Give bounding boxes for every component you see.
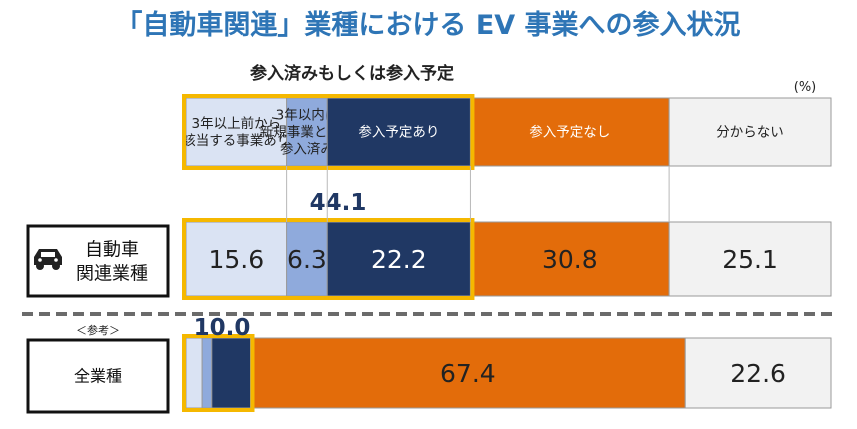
total-label-row-1: 44.1	[310, 190, 367, 216]
value-label-2-s5: 22.6	[730, 359, 786, 388]
bar-segment-1-s4	[469, 221, 670, 297]
decorations	[22, 166, 836, 316]
bar-segment-1-s5	[668, 221, 832, 297]
bar-segment-1-s2	[286, 221, 328, 297]
highlight-frame-row-1	[182, 218, 475, 300]
value-label-2-s4: 67.4	[440, 359, 496, 388]
bar-segment-2-s5	[684, 337, 832, 409]
bar-segment-2-s1	[185, 337, 203, 409]
legend-swatch-s3	[326, 97, 471, 167]
unit-label: (%)	[794, 80, 817, 95]
total-label-row-2: 10.0	[194, 315, 251, 341]
bar-segment-1-s1	[185, 221, 288, 297]
bar-segment-1-s3	[326, 221, 471, 297]
value-label-1-s4: 30.8	[542, 245, 598, 274]
chart-subtitle: 参入済みもしくは参入予定	[250, 63, 454, 84]
bar-segment-2-s3	[211, 337, 252, 409]
legend-swatch-s5	[668, 97, 832, 167]
car-icon	[34, 249, 62, 270]
highlight-frame-row-2	[182, 334, 255, 412]
legend-swatch-s1	[185, 97, 288, 167]
bar-rows: 15.6 6.3 22.2 30.8 25.1 44.1 自動車関連業種 67.4 22.6 10…	[26, 190, 832, 414]
legend-highlight-frame	[182, 94, 475, 170]
legend-label-s3: 参入予定あり	[358, 124, 439, 141]
reference-label: ＜参考＞	[76, 323, 120, 337]
legend-label-s4: 参入予定なし	[529, 124, 610, 141]
legend-label-s1: 3年以上前から該当する事業あり	[182, 115, 290, 149]
row-label-1: 自動車関連業種	[76, 239, 148, 284]
value-label-1-s1: 15.6	[208, 245, 264, 274]
value-label-1-s2: 6.3	[287, 245, 327, 274]
legend-label-s5: 分からない	[716, 125, 784, 141]
bar-segment-2-s2	[201, 337, 213, 409]
value-label-1-s5: 25.1	[722, 245, 778, 274]
value-label-1-s3: 22.2	[371, 245, 427, 274]
row-label-2: 全業種	[74, 367, 122, 386]
chart-title: 「自動車関連」業種における EV 事業への参入状況	[115, 9, 740, 41]
bar-segment-2-s4	[250, 337, 686, 409]
row-label-box-2	[26, 338, 170, 414]
